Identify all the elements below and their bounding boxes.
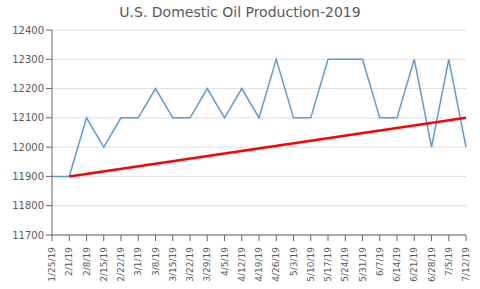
svg-text:3/22/19: 3/22/19 bbox=[185, 247, 195, 282]
svg-text:7/12/19: 7/12/19 bbox=[461, 247, 471, 282]
svg-text:12100: 12100 bbox=[12, 112, 44, 123]
html-text:U.S. Domestic Oil Production-2: U.S. Domestic Oil Production-2019 bbox=[119, 4, 361, 20]
svg-text:4/12/19: 4/12/19 bbox=[237, 247, 247, 282]
svg-text:4/26/19: 4/26/19 bbox=[271, 247, 281, 282]
svg-text:5/10/19: 5/10/19 bbox=[306, 247, 316, 282]
svg-text:3/8/19: 3/8/19 bbox=[151, 247, 161, 276]
svg-text:12200: 12200 bbox=[12, 83, 44, 94]
svg-text:4/5/19: 4/5/19 bbox=[220, 247, 230, 276]
svg-text:5/24/19: 5/24/19 bbox=[340, 247, 350, 282]
svg-text:5/17/19: 5/17/19 bbox=[323, 247, 333, 282]
svg-text:12300: 12300 bbox=[12, 54, 44, 65]
svg-text:2/15/19: 2/15/19 bbox=[99, 247, 109, 282]
svg-text:4/19/19: 4/19/19 bbox=[254, 247, 264, 282]
svg-text:2/1/19: 2/1/19 bbox=[64, 247, 74, 276]
svg-text:3/1/19: 3/1/19 bbox=[133, 247, 143, 276]
svg-text:6/7/19: 6/7/19 bbox=[375, 247, 385, 276]
svg-text:2/8/19: 2/8/19 bbox=[82, 247, 92, 276]
svg-text:11800: 11800 bbox=[12, 200, 44, 211]
svg-text:6/28/19: 6/28/19 bbox=[427, 247, 437, 282]
svg-text:1/25/19: 1/25/19 bbox=[47, 247, 57, 282]
svg-text:2/22/19: 2/22/19 bbox=[116, 247, 126, 282]
svg-text:3/15/19: 3/15/19 bbox=[168, 247, 178, 282]
svg-text:3/29/19: 3/29/19 bbox=[202, 247, 212, 282]
svg-text:7/5/19: 7/5/19 bbox=[444, 247, 454, 276]
svg-text:5/31/19: 5/31/19 bbox=[358, 247, 368, 282]
svg-text:12400: 12400 bbox=[12, 25, 44, 36]
svg-text:11700: 11700 bbox=[12, 230, 44, 241]
svg-text:11900: 11900 bbox=[12, 171, 44, 182]
svg-text:5/3/19: 5/3/19 bbox=[289, 247, 299, 276]
svg-text:6/14/19: 6/14/19 bbox=[392, 247, 402, 282]
svg-text:12000: 12000 bbox=[12, 142, 44, 153]
svg-text:6/21/19: 6/21/19 bbox=[409, 247, 419, 282]
